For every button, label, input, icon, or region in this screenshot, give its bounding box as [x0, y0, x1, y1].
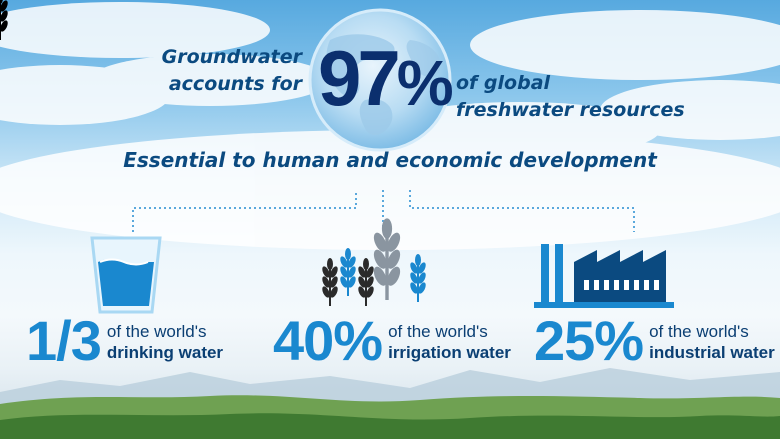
stat-label: irrigation water	[388, 343, 511, 362]
stat-value: 1/3	[26, 309, 102, 372]
stat-label: drinking water	[106, 343, 224, 362]
headline-line2: accounts for	[168, 73, 302, 95]
headline-big-percent: 97%	[318, 39, 454, 117]
stat-desc: of the world's irrigation water	[388, 321, 511, 363]
stat-prefix: of the world's	[649, 322, 749, 341]
headline-left: Groundwater accounts for	[86, 44, 302, 98]
clouds	[0, 2, 780, 250]
stat-value: 25%	[534, 309, 644, 372]
percent-sign: %	[396, 47, 454, 119]
subheadline: Essential to human and economic developm…	[123, 148, 657, 172]
headline-line1: Groundwater	[161, 46, 302, 68]
stat-industrial-water: 25% of the world's industrial water	[534, 309, 775, 372]
stat-desc: of the world's industrial water	[649, 321, 775, 363]
stat-irrigation-water: 40% of the world's irrigation water	[273, 309, 511, 372]
stat-value: 40%	[273, 309, 383, 372]
green-hills-front	[0, 413, 780, 439]
headline-line4: freshwater resources	[456, 99, 685, 121]
stat-label: industrial water	[649, 343, 775, 362]
stat-desc: of the world's drinking water	[107, 321, 223, 363]
stat-prefix: of the world's	[106, 322, 207, 341]
percent-number: 97	[318, 34, 401, 122]
headline-right: of global freshwater resources	[456, 70, 685, 124]
stat-prefix: of the world's	[388, 322, 488, 341]
stat-drinking-water: 1/3 of the world's drinking water	[26, 309, 223, 372]
headline-line3: of global	[456, 72, 551, 94]
